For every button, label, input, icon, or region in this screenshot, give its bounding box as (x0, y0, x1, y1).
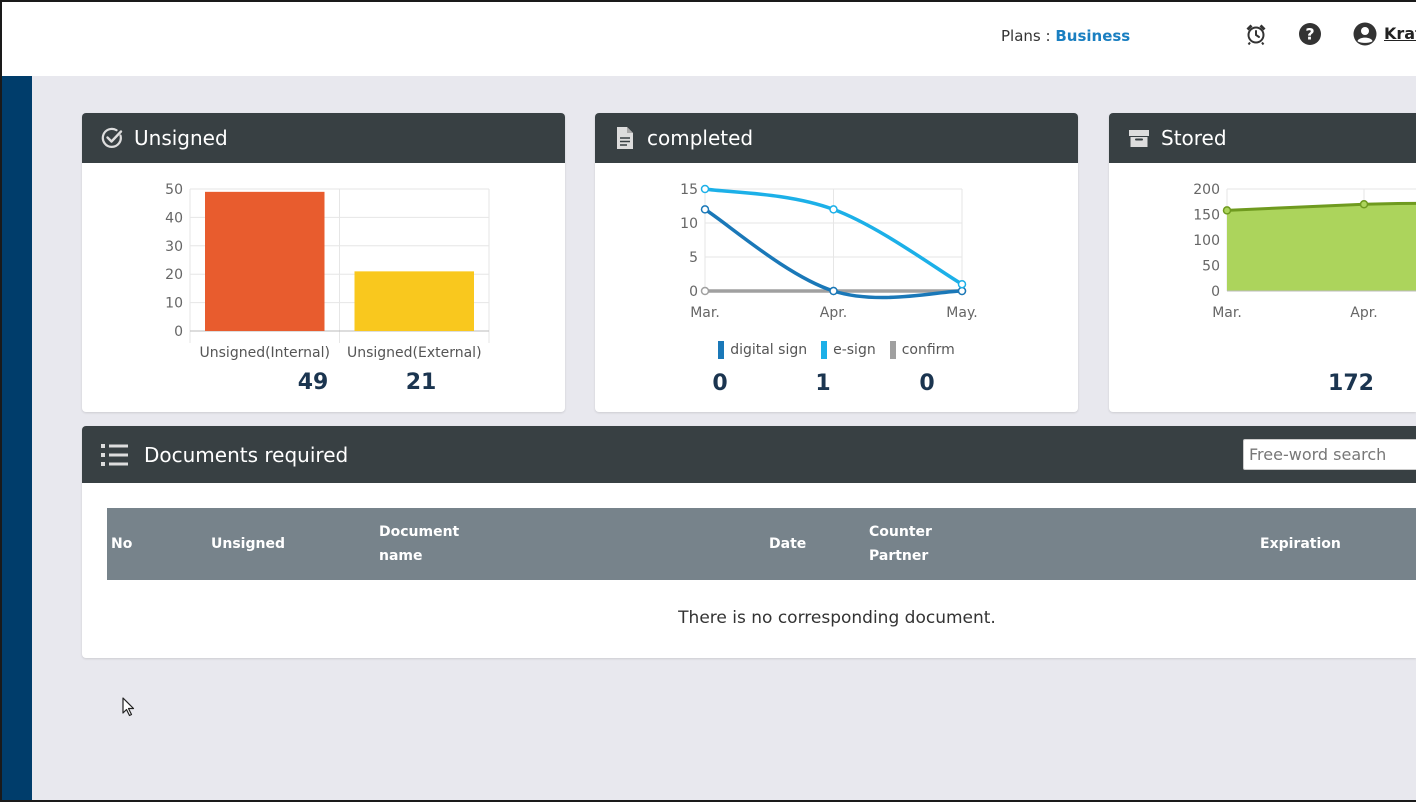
stored-y-tick-label: 100 (1193, 233, 1220, 249)
unsigned-bar-2 (354, 271, 474, 331)
stored-x-tick-label: Apr. (1350, 305, 1377, 321)
column-no[interactable]: No (111, 536, 133, 552)
documents-header: Documents required (82, 426, 1416, 483)
completed-point-e-sign (829, 205, 838, 214)
column-document-name-line2: name (379, 548, 423, 564)
e-sign-total: 1 (815, 371, 831, 396)
completed-card: completed 0 5 10 15 Mar. Apr. May. digital sig… (595, 113, 1078, 412)
top-header-bar: Plans : Business ? Krat (0, 0, 1416, 76)
stored-total: 172 (1328, 371, 1374, 396)
documents-required-panel: Documents required No Unsigned Document … (82, 426, 1416, 658)
stored-series-line (1226, 201, 1416, 212)
mouse-cursor-icon (122, 697, 135, 717)
help-icon[interactable]: ? (1298, 22, 1322, 46)
empty-table-message: There is no corresponding document. (678, 608, 996, 628)
unsigned-card-title: Unsigned (134, 126, 228, 150)
plans-label: Plans : (1001, 27, 1051, 45)
completed-y-tick-label: 0 (689, 284, 698, 300)
column-expiration[interactable]: Expiration (1260, 536, 1341, 552)
unsigned-internal-total: 49 (297, 370, 329, 395)
column-document-name-line1: Document (379, 524, 460, 540)
completed-card-header: completed (595, 113, 1078, 163)
completed-chart-legend: digital sign e-sign confirm (595, 341, 1078, 359)
list-icon (101, 443, 128, 466)
stored-y-tick-label: 50 (1202, 259, 1220, 275)
document-icon (617, 127, 633, 149)
check-circle-icon (101, 127, 123, 148)
stored-card: Stored 0 50 100 150 200 Mar. Apr. 172 (1109, 113, 1416, 412)
legend-confirm[interactable]: confirm (889, 341, 955, 359)
svg-text:?: ? (1305, 25, 1314, 44)
archive-box-icon (1129, 130, 1149, 147)
stored-point (1222, 206, 1232, 215)
completed-point-digital-sign (700, 205, 710, 214)
column-counter-partner[interactable]: Counter Partner (869, 520, 932, 568)
unsigned-y-tick-label: 50 (165, 182, 183, 198)
unsigned-category-label: Unsigned(External) (347, 345, 482, 361)
completed-point-e-sign (700, 184, 710, 194)
completed-card-title: completed (647, 126, 754, 150)
unsigned-bar-1 (205, 191, 325, 331)
completed-point-digital-sign (829, 286, 838, 296)
legend-digital-sign[interactable]: digital sign (718, 341, 807, 359)
alarm-clock-icon[interactable] (1244, 22, 1268, 46)
legend-e-sign[interactable]: e-sign (821, 341, 876, 359)
column-counter-partner-line2: Partner (869, 548, 929, 564)
unsigned-y-tick-label: 30 (165, 239, 183, 255)
unsigned-card-header: Unsigned (82, 113, 565, 163)
stored-area-fill (1227, 203, 1416, 291)
completed-point-digital-sign (957, 286, 967, 296)
user-name-link[interactable]: Krat (1384, 24, 1416, 43)
stored-y-tick-label: 200 (1193, 182, 1220, 198)
stored-y-tick-label: 150 (1193, 208, 1220, 224)
unsigned-bar-chart: 0 10 20 30 40 50 Unsigned(Internal) Unsigned(Ex… (165, 182, 490, 361)
confirm-total: 0 (919, 371, 935, 396)
completed-point-e-sign (957, 279, 967, 289)
unsigned-card: Unsigned 0 10 20 30 40 50 Unsigned(Internal) Un… (82, 113, 565, 412)
plan-value[interactable]: Business (1055, 27, 1131, 45)
user-icon[interactable] (1353, 22, 1377, 46)
stored-y-tick-label: 0 (1211, 284, 1220, 300)
unsigned-y-tick-label: 10 (165, 296, 183, 312)
column-unsigned[interactable]: Unsigned (211, 536, 285, 552)
sidebar (2, 76, 32, 800)
completed-line-chart: 0 5 10 15 Mar. Apr. May. (680, 182, 978, 321)
legend-confirm-label: confirm (901, 342, 955, 358)
completed-x-tick-label: Apr. (820, 305, 847, 321)
completed-point-confirm (700, 286, 710, 296)
column-date[interactable]: Date (769, 536, 807, 552)
stored-point (1359, 200, 1369, 209)
free-word-search-input[interactable] (1243, 439, 1416, 470)
completed-x-tick-label: Mar. (690, 305, 720, 321)
completed-y-tick-label: 10 (680, 216, 698, 232)
stored-x-tick-label: Mar. (1212, 305, 1242, 321)
stored-card-title: Stored (1161, 126, 1227, 150)
unsigned-y-tick-label: 0 (174, 324, 183, 340)
stored-card-header: Stored (1109, 113, 1416, 163)
unsigned-y-tick-label: 40 (165, 210, 183, 226)
legend-digital-sign-label: digital sign (730, 342, 808, 358)
documents-table-header: No Unsigned Document name Date Counter P… (107, 508, 1416, 580)
completed-x-tick-label: May. (946, 305, 977, 321)
digital-sign-total: 0 (712, 371, 728, 396)
completed-y-tick-label: 15 (680, 182, 698, 198)
documents-title: Documents required (144, 442, 349, 467)
column-counter-partner-line1: Counter (869, 524, 932, 540)
unsigned-external-total: 21 (405, 370, 437, 395)
legend-e-sign-label: e-sign (833, 342, 876, 358)
unsigned-y-tick-label: 20 (165, 267, 183, 283)
column-document-name[interactable]: Document name (379, 520, 459, 568)
plan-indicator: Plans : Business (1001, 27, 1130, 45)
completed-y-tick-label: 5 (689, 250, 698, 266)
unsigned-category-label: Unsigned(Internal) (200, 345, 330, 361)
stored-area-chart: 0 50 100 150 200 Mar. Apr. (1193, 182, 1416, 321)
